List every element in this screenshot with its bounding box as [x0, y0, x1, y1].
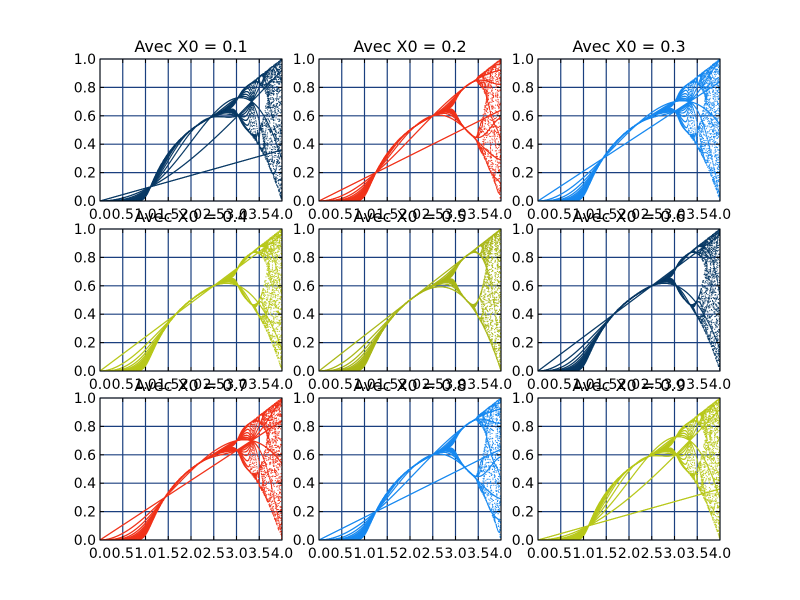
- subplot-1: 0.0 0.5 1.0 1.5 2.0 2.5 3.0 3.5 4.00.00.20.40.60…: [74, 37, 293, 223]
